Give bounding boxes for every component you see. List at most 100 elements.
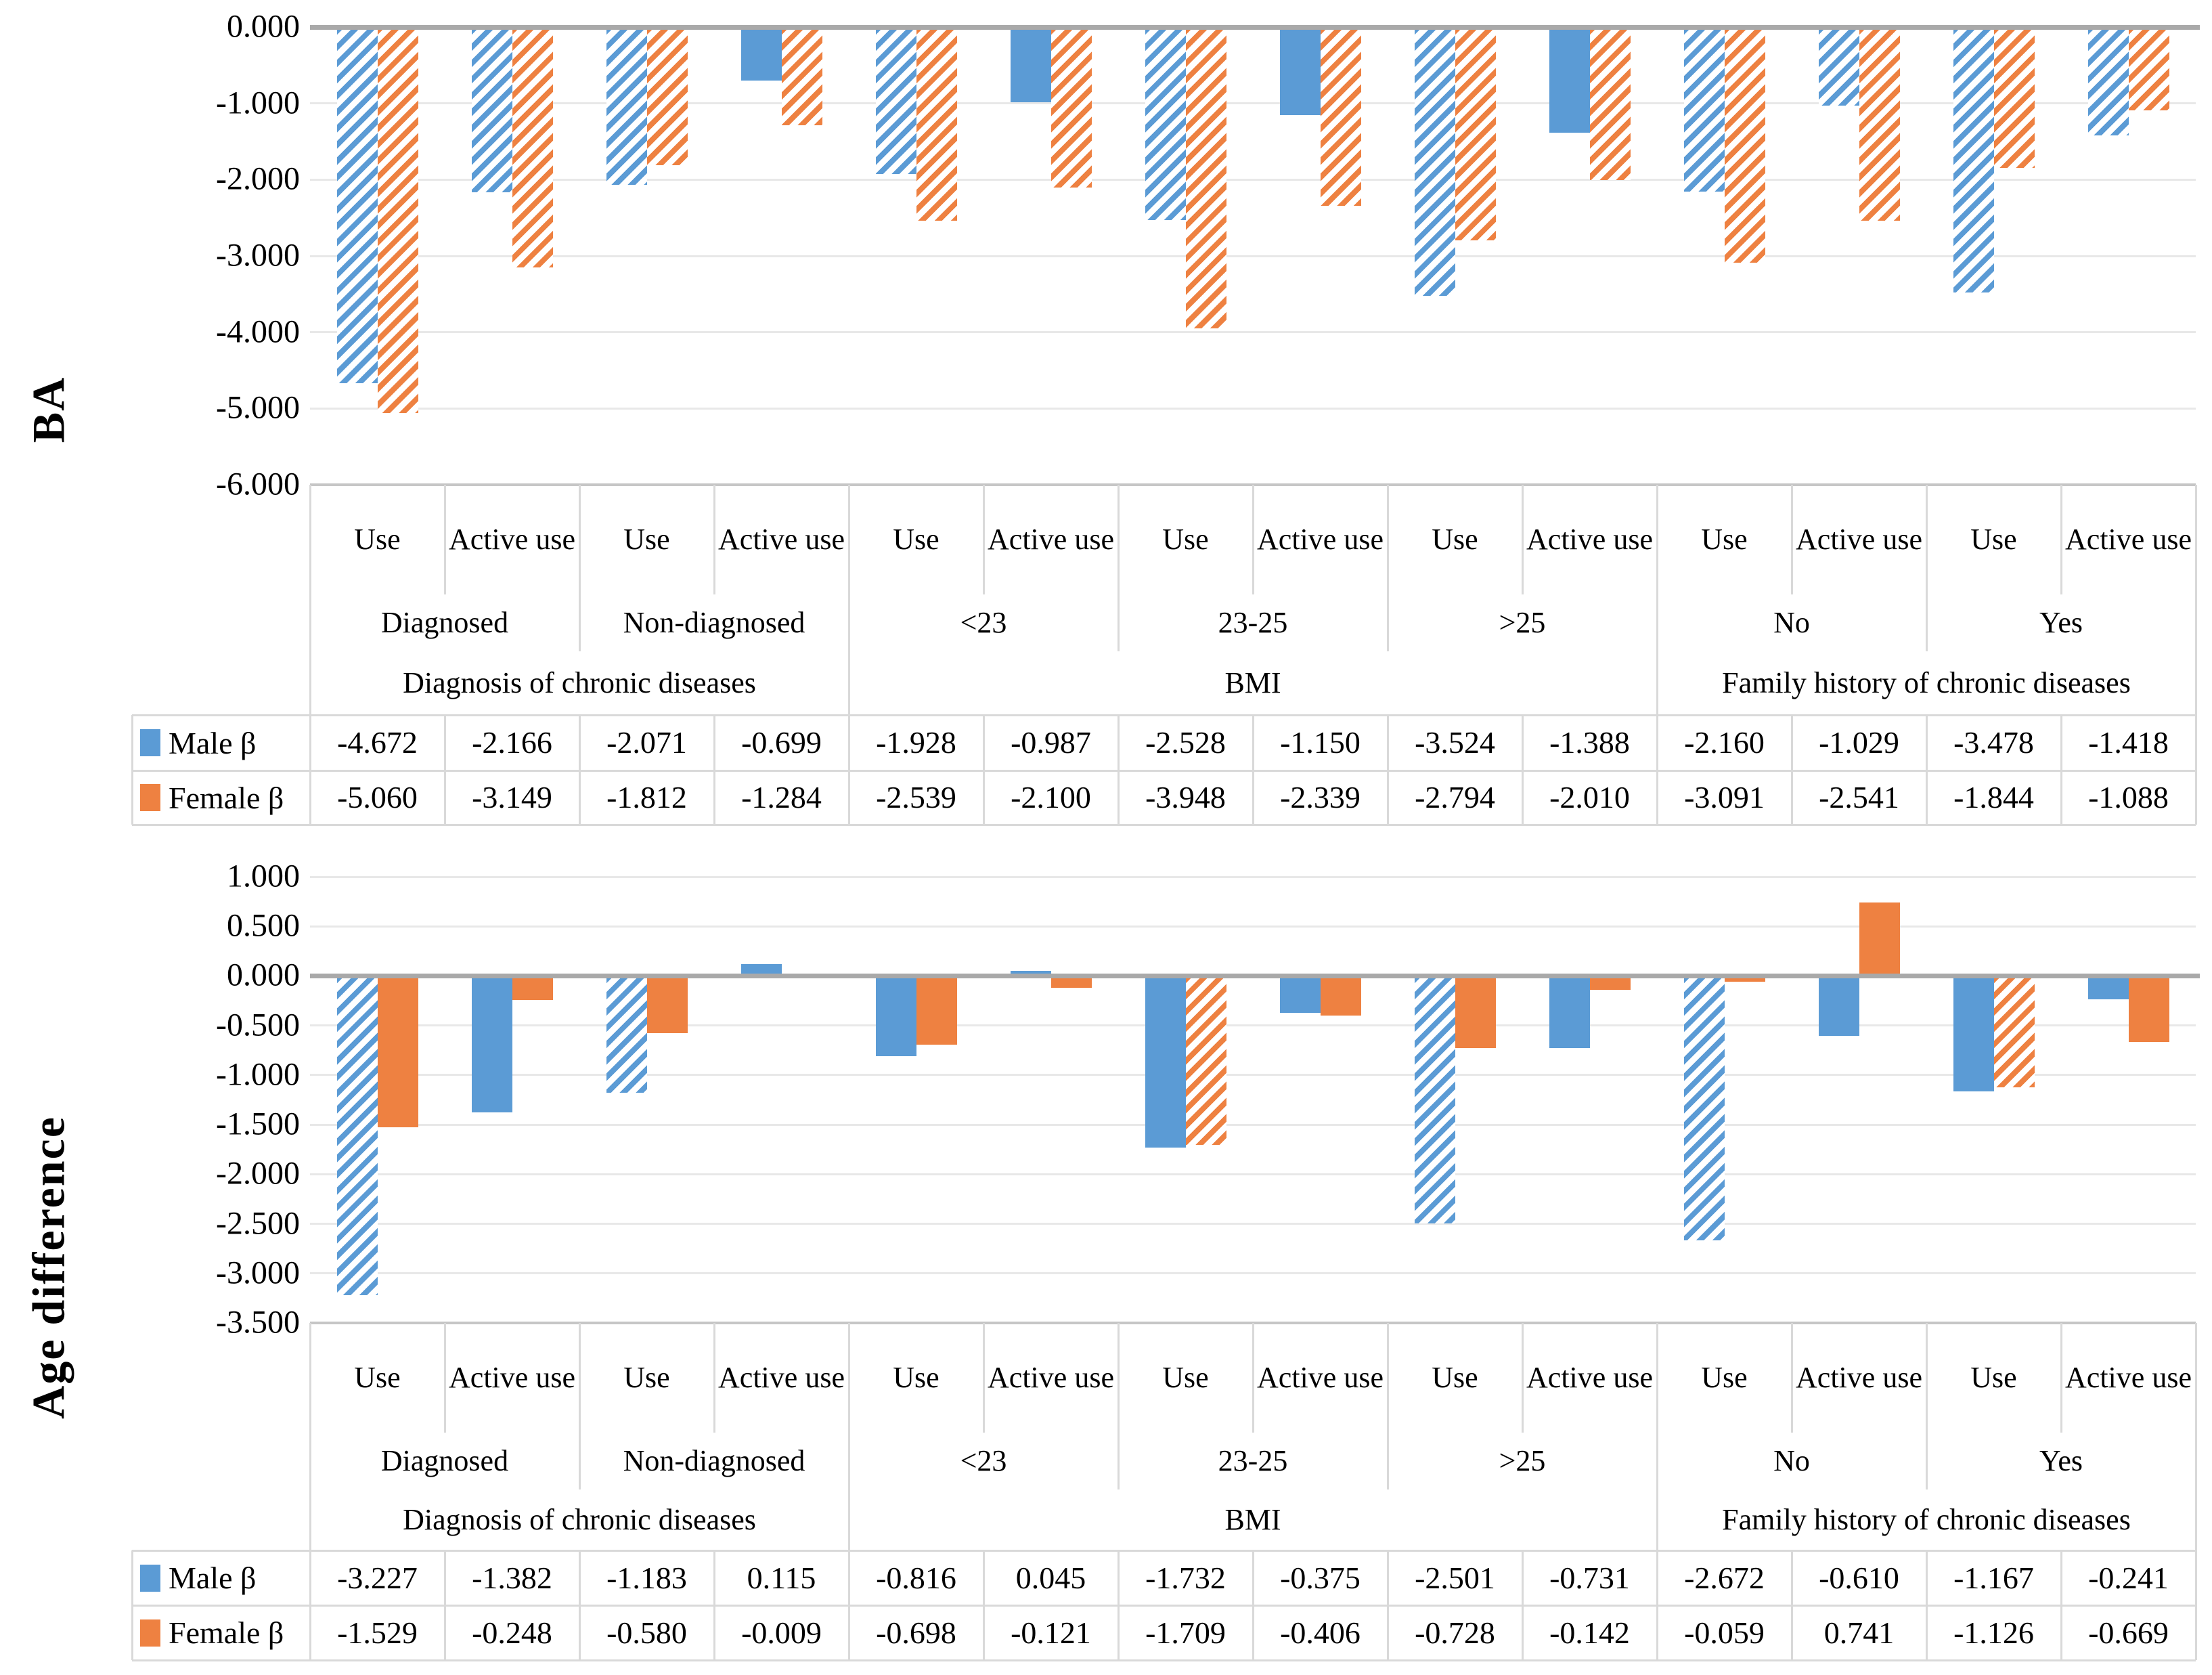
header-separator	[2060, 485, 2062, 594]
bar-male--25-active-use	[1549, 976, 1590, 1049]
table-value-male: -0.816	[876, 1560, 956, 1595]
header-separator	[713, 1323, 715, 1433]
table-value-female: -1.844	[1953, 780, 2034, 815]
table-vertical-border	[1252, 715, 1254, 825]
table-horizontal-border	[132, 714, 2196, 716]
bar-male-yes-use	[1953, 27, 1994, 292]
table-value-male: -4.672	[337, 725, 418, 760]
table-value-male: -3.227	[337, 1560, 418, 1595]
header-separator	[847, 1323, 850, 1550]
gridline	[310, 925, 2196, 928]
category-group-label: Diagnosis of chronic diseases	[403, 666, 756, 700]
table-value-female: -5.060	[337, 780, 418, 815]
header-separator	[1252, 485, 1254, 594]
table-vertical-border	[1790, 715, 1793, 825]
legend-cell-female: Female β	[132, 770, 310, 825]
table-value-male: -1.388	[1549, 725, 1630, 760]
header-separator	[443, 1323, 446, 1433]
header-separator	[1386, 485, 1389, 651]
bar-male--23-use	[875, 976, 916, 1057]
y-tick-label: -2.000	[216, 160, 300, 197]
table-value-male: -0.699	[741, 725, 822, 760]
header-separator	[1117, 1323, 1120, 1489]
table-vertical-border	[982, 1550, 985, 1660]
y-tick-label: -0.500	[216, 1007, 300, 1043]
table-value-male: -2.501	[1415, 1560, 1495, 1595]
bar-female-non-diagnosed-active-use	[781, 27, 822, 125]
zero-axis-line	[310, 973, 2200, 978]
header-separator	[578, 1323, 581, 1489]
bar-male--23-use	[875, 27, 916, 175]
bar-male-diagnosed-use	[336, 27, 378, 384]
bar-female-diagnosed-use	[377, 27, 418, 414]
table-vertical-border	[1656, 1550, 1658, 1660]
header-separator	[1656, 485, 1658, 715]
table-value-male: 0.115	[747, 1560, 816, 1595]
table-value-male: -1.029	[1819, 725, 1899, 760]
category-leaf-label: Active use	[2065, 523, 2192, 557]
legend-label-female: Female β	[169, 1615, 284, 1650]
legend-cell-male: Male β	[132, 1550, 310, 1605]
bar-female-no-active-use	[1859, 902, 1900, 976]
category-leaf-label: Active use	[1526, 523, 1653, 557]
y-tick-label: -4.000	[216, 313, 300, 350]
category-group-label: Family history of chronic diseases	[1722, 666, 2131, 700]
table-value-female: -2.010	[1549, 780, 1630, 815]
bar-female-non-diagnosed-use	[646, 27, 688, 166]
legend-cell-female: Female β	[132, 1605, 310, 1660]
table-vertical-border	[1521, 1550, 1524, 1660]
table-value-male: -0.610	[1819, 1560, 1899, 1595]
gridline	[310, 1272, 2196, 1275]
header-separator	[443, 485, 446, 594]
bar-male--25-use	[1414, 976, 1455, 1224]
legend-key-male	[140, 1564, 160, 1592]
table-value-female: -2.539	[876, 780, 956, 815]
bar-male-diagnosed-use	[336, 976, 378, 1296]
header-separator	[1386, 1323, 1389, 1489]
table-vertical-border	[847, 715, 850, 825]
table-value-female: -2.339	[1280, 780, 1361, 815]
bar-male-no-active-use	[1818, 976, 1859, 1037]
table-vertical-border	[1521, 715, 1524, 825]
bar-female--25-use	[1455, 27, 1496, 240]
table-value-female: -2.100	[1011, 780, 1091, 815]
table-value-female: -0.248	[472, 1615, 552, 1650]
table-value-male: -1.183	[606, 1560, 687, 1595]
bar-female-non-diagnosed-use	[646, 976, 688, 1033]
gridline	[310, 407, 2196, 410]
bar-female--23-use	[916, 976, 957, 1045]
category-leaf-label: Use	[1970, 523, 2017, 557]
gridline	[310, 1024, 2196, 1027]
bar-male-non-diagnosed-use	[606, 27, 647, 186]
category-leaf-label: Active use	[718, 1361, 845, 1395]
category-leaf-label: Active use	[449, 1361, 575, 1395]
table-vertical-border	[309, 1550, 311, 1660]
table-vertical-border	[131, 1550, 133, 1660]
bar-female--25-active-use	[1589, 27, 1631, 181]
bar-female--23-use	[916, 27, 957, 221]
table-vertical-border	[443, 1550, 446, 1660]
y-tick-label: 0.000	[227, 8, 300, 45]
table-vertical-border	[2060, 1550, 2062, 1660]
bar-female-diagnosed-use	[377, 976, 418, 1127]
table-value-female: -1.812	[606, 780, 687, 815]
category-subgroup-label: Yes	[2039, 606, 2083, 640]
table-vertical-border	[713, 715, 715, 825]
category-leaf-label: Active use	[988, 523, 1114, 557]
table-value-male: -1.928	[876, 725, 956, 760]
category-leaf-label: Active use	[1257, 1361, 1384, 1395]
table-value-male: -2.160	[1684, 725, 1765, 760]
table-vertical-border	[309, 715, 311, 825]
category-leaf-label: Active use	[1796, 523, 1922, 557]
bar-female-23-25-use	[1185, 976, 1226, 1146]
category-subgroup-label: Non-diagnosed	[623, 606, 805, 640]
table-vertical-border	[1790, 1550, 1793, 1660]
bar-male-diagnosed-active-use	[471, 27, 512, 193]
category-leaf-label: Active use	[1526, 1361, 1653, 1395]
table-value-female: -2.541	[1819, 780, 1899, 815]
table-value-male: -0.731	[1549, 1560, 1630, 1595]
table-vertical-border	[1117, 715, 1120, 825]
table-value-female: -1.088	[2088, 780, 2169, 815]
category-subgroup-label: <23	[960, 606, 1007, 640]
